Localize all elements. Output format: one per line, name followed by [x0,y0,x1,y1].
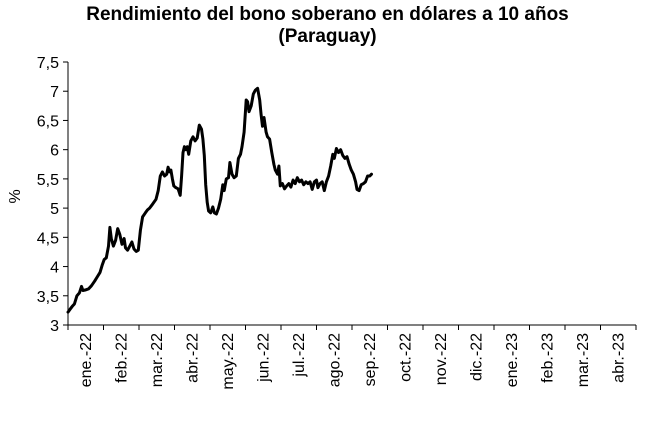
y-tick-label: 3,5 [37,289,59,306]
y-axis: 3 3,5 4 4,5 5 5,5 6 6,5 7 7,5 [37,55,69,335]
y-tick-label: 6,5 [37,113,59,130]
x-tick-label: feb.-22 [113,333,130,383]
y-tick-label: 4 [50,260,59,277]
x-tick-label: dic.-22 [468,333,485,381]
y-tick-label: 6 [50,143,59,160]
x-tick-label: sep.-22 [362,333,379,386]
x-axis: ene.-22 feb.-22 mar.-22 abr.-22 may.-22 jun.-… [67,324,637,390]
chart-title-line-1: Rendimiento del bono soberano en dólares… [86,4,569,25]
x-tick-label: ago.-22 [326,333,343,387]
x-tick-label: mar.-23 [575,333,592,387]
chart-title-line-2: (Paraguay) [278,26,377,47]
y-tick-label: 5,5 [37,172,59,189]
x-tick-label: may.-22 [220,333,237,390]
x-tick-label: feb.-23 [539,333,556,383]
y-tick-label: 3 [50,318,59,335]
x-tick-label: mar.-22 [149,333,166,387]
x-tick-label: abr.-23 [610,333,627,383]
x-tick-label: jul.-22 [291,333,308,378]
x-tick-label: ene.-23 [504,333,521,387]
y-tick-label: 4,5 [37,230,59,247]
series-line-1 [66,86,373,314]
x-tick-label: nov.-22 [433,333,450,385]
x-tick-label: jun.-22 [255,333,272,383]
chart-title: Rendimiento del bono soberano en dólares… [0,4,655,48]
y-tick-label: 7 [50,84,59,101]
y-tick-label: 7,5 [37,55,59,72]
y-axis-title: % [7,189,24,203]
x-tick-label: abr.-22 [184,333,201,383]
series-layer [66,86,373,314]
x-tick-label: oct.-22 [397,333,414,382]
x-tick-label: ene.-22 [78,333,95,387]
y-tick-label: 5 [50,201,59,218]
